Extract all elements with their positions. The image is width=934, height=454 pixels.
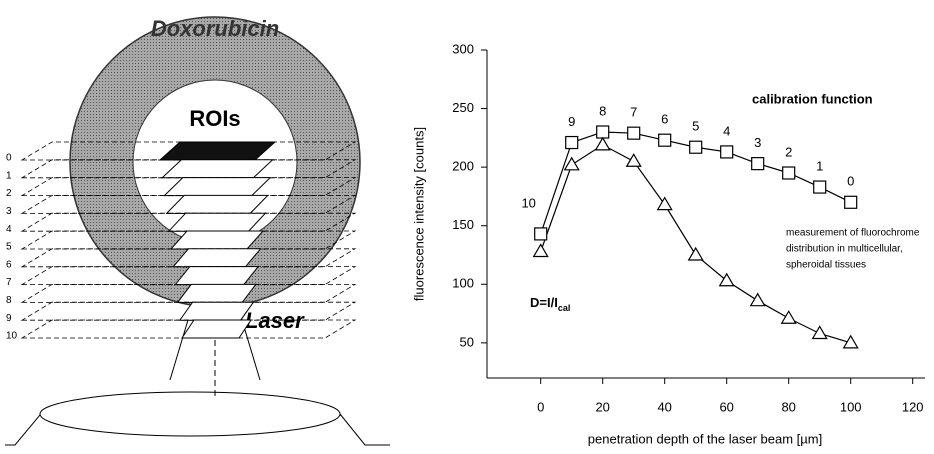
layer-label: 4 [6,224,12,235]
x-tick-label: 0 [537,399,544,414]
point-label: 8 [599,103,606,118]
formula: D=I/Ical [530,295,570,313]
layer-label: 3 [6,206,12,217]
x-tick-label: 120 [902,399,924,414]
roi-plane [165,194,269,214]
square-marker [534,227,548,241]
annotation: spheroidal tissues [786,260,866,271]
point-label: 4 [723,123,730,138]
point-label: 6 [661,112,668,127]
annotation: distribution in multicellular, [786,244,903,255]
point-label: 0 [847,174,854,189]
layer-label: 9 [6,313,12,324]
triangle-marker [811,325,828,340]
y-tick-label: 50 [460,334,474,349]
roi-plane [169,230,265,250]
triangle-marker [532,243,549,258]
x-tick-label: 60 [719,399,733,414]
objective-lens [39,391,341,437]
x-tick-label: 100 [840,399,862,414]
point-label: 7 [630,105,637,120]
square-marker [627,126,641,140]
roi-plane [172,248,262,268]
point-label: 3 [754,135,761,150]
layer-label: 10 [6,331,18,342]
y-tick-label: 150 [452,217,474,232]
square-marker [813,180,827,194]
layer-label: 7 [6,277,12,288]
triangle-marker [687,246,704,261]
triangle-marker [718,272,735,287]
triangle-marker [780,310,797,324]
square-marker [751,157,765,171]
drug-label: Doxorubicin [151,16,279,41]
point-label: 10 [521,195,535,210]
layer-label: 2 [6,188,12,199]
layer-label: 6 [6,259,12,270]
square-marker [565,135,579,150]
y-tick-label: 250 [452,100,474,115]
square-marker [720,145,734,159]
x-tick-label: 80 [781,399,795,414]
roi-plane [176,283,257,303]
triangle-marker [842,334,859,349]
roi-plane [178,301,255,321]
x-tick-label: 40 [657,399,671,414]
triangle-marker [749,292,766,307]
triangle-marker [656,196,673,211]
square-marker [596,125,610,139]
triangle-marker [625,153,642,167]
point-label: 5 [692,119,699,134]
x-axis-label: penetration depth of the laser beam [µm] [588,431,822,446]
roi-plane [167,212,267,232]
roi-plane [158,141,277,161]
roi-plane [174,266,260,286]
formula-subscript: cal [558,303,571,313]
annotation: calibration function [752,91,873,106]
y-axis-label: fluorescence intensity [counts] [411,127,426,301]
x-tick-label: 20 [595,399,609,414]
layer-label: 0 [6,153,12,164]
lens-edge [39,414,341,416]
point-label: 1 [816,158,823,173]
square-marker [844,195,858,209]
y-tick-label: 300 [452,41,474,56]
y-tick-label: 200 [452,159,474,174]
square-marker [782,166,796,180]
layer-label: 8 [6,295,12,306]
triangle-marker [563,156,580,171]
roi-label: ROIs [189,106,240,131]
y-tick-label: 100 [452,276,474,291]
roi-plane [160,159,274,179]
point-label: 9 [568,114,575,129]
point-label: 2 [785,144,792,159]
triangle-marker [594,136,611,151]
square-marker [658,133,672,147]
formula-text: D=I/I [530,295,558,310]
square-marker [689,140,703,154]
roi-plane [181,319,252,339]
chart: fluorescence intensity [counts] penetrat… [411,41,925,446]
annotation: measurement of fluorochrome [786,228,920,239]
roi-plane [163,177,272,197]
layer-label: 5 [6,242,12,253]
layer-label: 1 [6,170,12,181]
